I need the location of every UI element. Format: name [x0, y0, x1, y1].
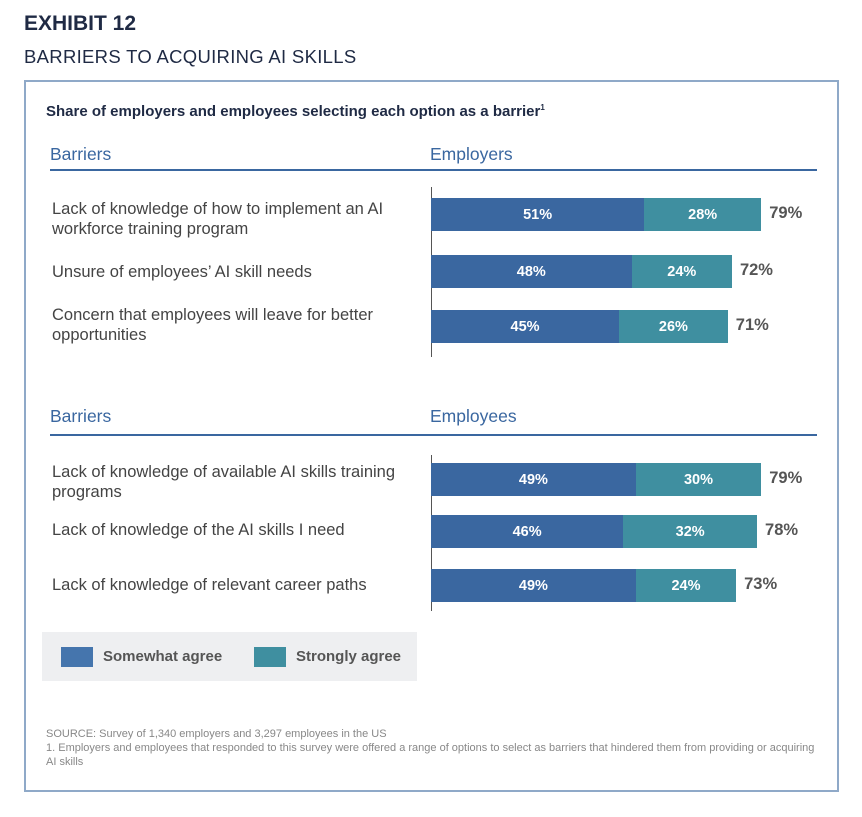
- bar-segment-strongly: 26%: [619, 310, 728, 343]
- subtitle-text: Share of employers and employees selecti…: [46, 103, 541, 120]
- bar-segment-somewhat: 48%: [431, 255, 632, 288]
- category-label: Unsure of employees’ AI skill needs: [52, 263, 312, 281]
- bar-segment-strongly: 28%: [644, 198, 762, 231]
- category-label: Lack of knowledge of relevant career pat…: [52, 576, 367, 594]
- bar-total-label: 73%: [744, 575, 778, 593]
- column-header-employers: Employers: [430, 144, 513, 164]
- bar-segment-strongly: 30%: [635, 463, 762, 496]
- chart-title: BARRIERS TO ACQUIRING AI SKILLS: [24, 46, 357, 67]
- bar-value-label: 49%: [518, 577, 548, 594]
- bar-segment-somewhat: 46%: [431, 515, 624, 548]
- legend-swatch-somewhat: [61, 647, 93, 667]
- bar-value-label: 51%: [523, 206, 553, 223]
- category-label: Lack of knowledge of the AI skills I nee…: [52, 521, 345, 539]
- bar-total-label: 71%: [735, 316, 769, 334]
- chart-frame: [24, 80, 839, 792]
- bar-value-label: 46%: [512, 523, 542, 540]
- bar-segment-somewhat: 49%: [431, 463, 636, 496]
- bar-segment-strongly: 24%: [635, 569, 737, 602]
- bar-segment-somewhat: 51%: [431, 198, 645, 231]
- bar-value-label: 24%: [667, 263, 697, 280]
- bar-segment-strongly: 24%: [631, 255, 732, 288]
- category-label: Lack of knowledge of how to implement an…: [52, 200, 384, 238]
- chart-subtitle: Share of employers and employees selecti…: [46, 103, 545, 120]
- category-label: Lack of knowledge of available AI skills…: [52, 463, 396, 501]
- bar-total-label: 78%: [765, 521, 799, 539]
- footnote: 1. Employers and employees that responde…: [46, 742, 815, 768]
- bar-total-label: 79%: [769, 469, 803, 487]
- category-label: Concern that employees will leave for be…: [52, 306, 373, 344]
- column-header-barriers: Barriers: [50, 406, 112, 426]
- header-divider: [50, 434, 817, 436]
- column-header-employees: Employees: [430, 406, 517, 426]
- legend: Somewhat agree Strongly agree: [42, 632, 417, 681]
- bar-value-label: 26%: [658, 318, 688, 335]
- bar-segment-somewhat: 49%: [431, 569, 636, 602]
- column-header-barriers: Barriers: [50, 144, 112, 164]
- legend-label-somewhat: Somewhat agree: [103, 648, 223, 665]
- source-note: SOURCE: Survey of 1,340 employers and 3,…: [46, 728, 387, 740]
- bar-segment-strongly: 32%: [623, 515, 758, 548]
- bar-total-label: 72%: [739, 261, 773, 279]
- bar-value-label: 24%: [671, 577, 701, 594]
- bar-value-label: 32%: [675, 523, 705, 540]
- exhibit-number: EXHIBIT 12: [24, 12, 137, 35]
- bar-value-label: 48%: [516, 263, 546, 280]
- bar-total-label: 79%: [769, 204, 803, 222]
- bar-value-label: 28%: [688, 206, 718, 223]
- header-divider: [50, 169, 817, 171]
- bar-value-label: 49%: [518, 471, 548, 488]
- legend-label-strongly: Strongly agree: [296, 648, 402, 665]
- bar-value-label: 45%: [510, 318, 540, 335]
- bar-segment-somewhat: 45%: [431, 310, 620, 343]
- bar-value-label: 30%: [683, 471, 714, 488]
- legend-swatch-strongly: [254, 647, 286, 667]
- footnote-marker: 1: [540, 103, 545, 112]
